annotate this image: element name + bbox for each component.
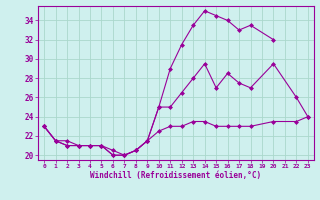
X-axis label: Windchill (Refroidissement éolien,°C): Windchill (Refroidissement éolien,°C) xyxy=(91,171,261,180)
